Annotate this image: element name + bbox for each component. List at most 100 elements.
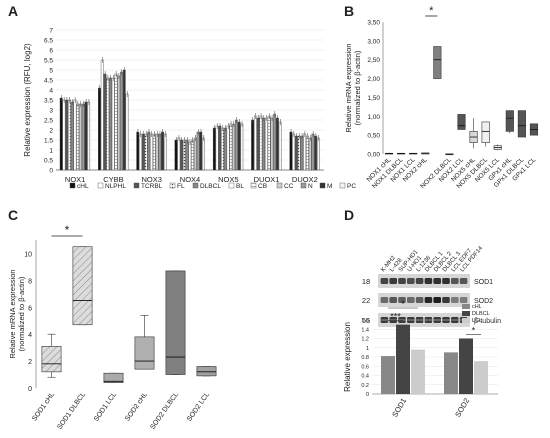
y-axis-label-b-2: (normalized to β-actin) — [353, 50, 362, 125]
y-tick-label-b: 1,50 — [367, 95, 380, 102]
y-tick-label-a: 3 — [49, 108, 53, 115]
bar-nox5-fl — [221, 127, 224, 171]
bar-nox1-fl — [68, 99, 71, 171]
legend-swatch-a — [192, 182, 199, 189]
bar-duox2-dlbcl — [300, 135, 304, 171]
bar-nox5-dlbcl — [223, 127, 227, 171]
bar-cybb-dlbcl — [109, 77, 112, 171]
bar-nox4-nlphl — [177, 137, 181, 171]
sig-star-d: * — [401, 299, 405, 309]
x-tick-label-d: SOD1 — [390, 397, 408, 419]
legend-label-d: LCL — [472, 318, 482, 324]
bar-cybb-m — [122, 69, 126, 171]
legend-swatch-a — [276, 182, 283, 189]
y-tick-label-d: 1.4 — [361, 327, 369, 333]
x-tick-label-a: DUOX1 — [254, 175, 280, 184]
bar-duox1-chl — [251, 119, 254, 171]
panel-label-d: D — [344, 207, 354, 223]
bar-duox2-bl — [303, 133, 307, 171]
y-tick-label-a: 5.5 — [44, 58, 53, 65]
box-b — [433, 46, 442, 79]
legend-swatch-a — [300, 182, 307, 189]
panel-label-b: B — [344, 3, 354, 19]
x-tick-label-a: NOX1 — [65, 175, 85, 184]
x-tick-label-a: DUOX2 — [292, 175, 318, 184]
box-b — [505, 110, 514, 132]
bar-nox4-cb — [191, 139, 194, 171]
x-tick-label-d: SOD2 — [453, 397, 471, 419]
bar-d-sod2-lcl — [474, 361, 488, 394]
blot-band-d — [459, 278, 468, 284]
bar-d-sod1-chl — [381, 356, 395, 394]
bar-nox1-bl — [73, 99, 77, 171]
y-tick-label-c: 8 — [28, 278, 32, 285]
blot-strip-d — [378, 293, 470, 307]
bar-cybb-tcrbl — [103, 73, 107, 171]
bar-nox4-fl — [182, 139, 186, 171]
x-tick-label-a: CYBB — [103, 175, 123, 184]
y-tick-label-a: 0.5 — [44, 158, 53, 165]
blot-band-d — [459, 297, 468, 303]
y-tick-label-b: 0,00 — [367, 152, 380, 159]
x-tick-label-c: SOD2 LCL — [186, 391, 211, 423]
legend-swatch-d — [462, 304, 470, 309]
legend-swatch-a — [97, 182, 104, 189]
legend-swatch-a — [69, 182, 76, 189]
y-tick-label-b: 1,00 — [367, 114, 380, 121]
bar-duox2-m — [314, 135, 318, 171]
bar-nox1-pc — [87, 101, 91, 171]
blot-band-d — [442, 278, 450, 284]
legend-label-a: NLPHL — [105, 183, 126, 190]
blot-strip-d — [378, 274, 470, 288]
y-tick-label-d: 0 — [366, 392, 369, 398]
y-tick-label-b: 0,50 — [367, 133, 380, 140]
y-tick-label-a: 6.5 — [44, 38, 53, 45]
bar-duox1-cc — [270, 117, 274, 171]
protein-label-d: β-tubulin — [474, 318, 501, 325]
bar-duox1-fl — [259, 115, 263, 171]
bar-duox2-cc — [308, 137, 312, 171]
bar-nox1-m — [84, 101, 88, 171]
bar-nox5-bl — [226, 125, 230, 171]
bar-d-sod1-lcl — [411, 349, 425, 394]
bar-nox4-m — [199, 131, 203, 171]
bar-duox1-bl — [264, 117, 268, 171]
legend-swatch-a — [133, 182, 140, 189]
mw-label-d: 55 — [362, 316, 370, 325]
bar-nox4-dlbcl — [185, 139, 189, 171]
y-tick-label-d: 0.4 — [361, 374, 369, 380]
y-tick-label-c: 6 — [28, 305, 32, 312]
bar-cybb-nlphl — [100, 59, 104, 171]
bar-nox1-tcrbl — [65, 99, 69, 171]
bar-cybb-n — [120, 71, 123, 171]
legend-label-a: M — [327, 183, 332, 190]
bar-nox3-cc — [155, 133, 159, 171]
blot-band-d — [424, 278, 433, 284]
blot-band-d — [407, 278, 415, 284]
bar-nox1-dlbcl — [70, 101, 74, 171]
blot-band-d — [415, 278, 424, 284]
bar-nox3-tcrbl — [141, 133, 145, 171]
y-tick-label-a: 1.5 — [44, 138, 53, 145]
blot-band-d — [398, 297, 406, 303]
y-tick-label-a: 2 — [49, 128, 53, 135]
blot-band-d — [451, 297, 459, 303]
x-tick-label-a: NOX4 — [180, 175, 200, 184]
panel-label-a: A — [8, 3, 18, 19]
bar-nox5-nlphl — [215, 125, 219, 171]
bar-duox2-tcrbl — [295, 135, 298, 171]
y-axis-label-b-1: Relative mRNA expression — [344, 43, 353, 132]
y-tick-label-b: 3,50 — [367, 20, 380, 27]
y-tick-label-c: 10 — [24, 251, 32, 258]
y-tick-label-a: 2.5 — [44, 118, 53, 125]
blot-band-d — [380, 278, 389, 284]
bar-nox5-cb — [229, 123, 233, 171]
box-b — [481, 121, 490, 143]
box-b — [457, 114, 466, 130]
box-c — [72, 246, 93, 326]
bar-duox2-fl — [297, 135, 301, 171]
x-tick-label-a: NOX3 — [141, 175, 161, 184]
bar-cybb-cc — [117, 75, 121, 171]
blot-band-d — [433, 297, 441, 303]
